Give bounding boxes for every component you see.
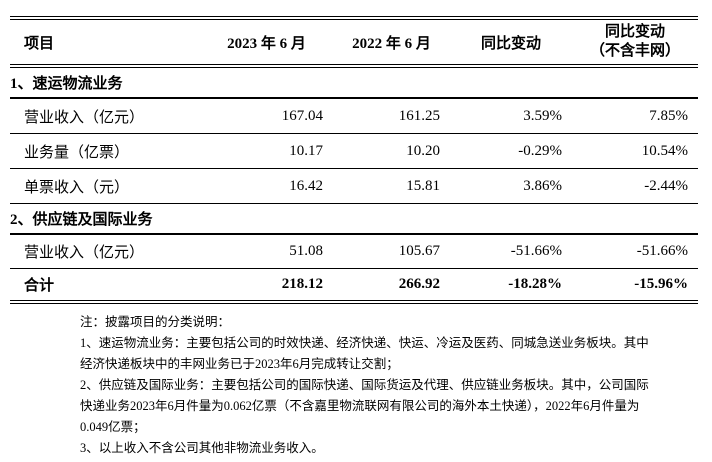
- column-header-yoy-change: 同比变动: [480, 35, 541, 52]
- row-label: 业务量（亿票）: [24, 144, 130, 161]
- column-header-yoy-change-ex-fengwang: 同比变动 （不含丰网）: [572, 23, 698, 61]
- value-2023: 167.04: [281, 107, 323, 124]
- total-yoy-ex: -15.96%: [634, 276, 688, 292]
- column-header-2022-jun: 2022 年 6 月: [352, 35, 431, 52]
- value-yoy: -0.29%: [518, 142, 562, 159]
- table-row-revenue-express: 营业收入（亿元） 167.04 161.25 3.59% 7.85%: [10, 99, 698, 134]
- table-row-revenue-per-parcel: 单票收入（元） 16.42 15.81 3.86% -2.44%: [10, 169, 698, 204]
- value-2023: 16.42: [289, 177, 323, 194]
- value-yoy-ex: 10.54%: [641, 142, 688, 159]
- table-row-revenue-supply-chain: 营业收入（亿元） 51.08 105.67 -51.66% -51.66%: [10, 235, 698, 269]
- footnote-2: 2、供应链及国际业务：主要包括公司的国际快递、国际货运及代理、供应链业务板块。其…: [80, 378, 649, 434]
- row-label: 营业收入（亿元）: [24, 109, 145, 126]
- section-title: 1、速运物流业务: [10, 76, 123, 92]
- column-header-yoy-ex-line2: （不含丰网）: [589, 43, 680, 59]
- table-row-total: 合计 218.12 266.92 -18.28% -15.96%: [10, 269, 698, 304]
- value-yoy: 3.86%: [523, 177, 562, 194]
- footnote-heading: 注：披露项目的分类说明：: [80, 315, 231, 329]
- row-label: 单票收入（元）: [24, 179, 130, 196]
- footnotes-section: 注：披露项目的分类说明： 1、速运物流业务：主要包括公司的时效快递、经济快递、快…: [80, 312, 658, 459]
- value-2022: 15.81: [406, 177, 440, 194]
- table-row-parcel-volume: 业务量（亿票） 10.17 10.20 -0.29% 10.54%: [10, 134, 698, 169]
- section-header-supply-chain-international: 2、供应链及国际业务: [10, 204, 698, 235]
- value-2022: 10.20: [406, 142, 440, 159]
- footnote-3: 3、以上收入不含公司其他非物流业务收入。: [80, 441, 324, 455]
- total-2022: 266.92: [398, 276, 440, 292]
- total-yoy: -18.28%: [508, 276, 562, 292]
- total-2023: 218.12: [281, 276, 323, 292]
- section-title: 2、供应链及国际业务: [10, 212, 153, 228]
- value-yoy: 3.59%: [523, 107, 562, 124]
- column-header-2023-jun: 2023 年 6 月: [227, 35, 306, 52]
- section-header-express-logistics: 1、速运物流业务: [10, 68, 698, 99]
- total-label: 合计: [24, 278, 55, 294]
- row-label: 营业收入（亿元）: [24, 245, 145, 261]
- value-2022: 161.25: [398, 107, 440, 124]
- value-yoy-ex: 7.85%: [649, 107, 688, 124]
- value-2022: 105.67: [398, 243, 440, 259]
- value-2023: 51.08: [289, 243, 323, 259]
- value-2023: 10.17: [289, 142, 323, 159]
- value-yoy-ex: -51.66%: [636, 243, 688, 259]
- segment-results-table: 项目 2023 年 6 月 2022 年 6 月 同比变动 同比变动 （不含丰网…: [10, 16, 698, 304]
- value-yoy-ex: -2.44%: [644, 177, 688, 194]
- footnote-1: 1、速运物流业务：主要包括公司的时效快递、经济快递、快运、冷运及医药、同城急送业…: [80, 336, 649, 371]
- value-yoy: -51.66%: [510, 243, 562, 259]
- column-header-item: 项目: [24, 35, 55, 52]
- column-header-yoy-ex-line1: 同比变动: [604, 24, 665, 40]
- table-header-row: 项目 2023 年 6 月 2022 年 6 月 同比变动 同比变动 （不含丰网…: [10, 20, 698, 68]
